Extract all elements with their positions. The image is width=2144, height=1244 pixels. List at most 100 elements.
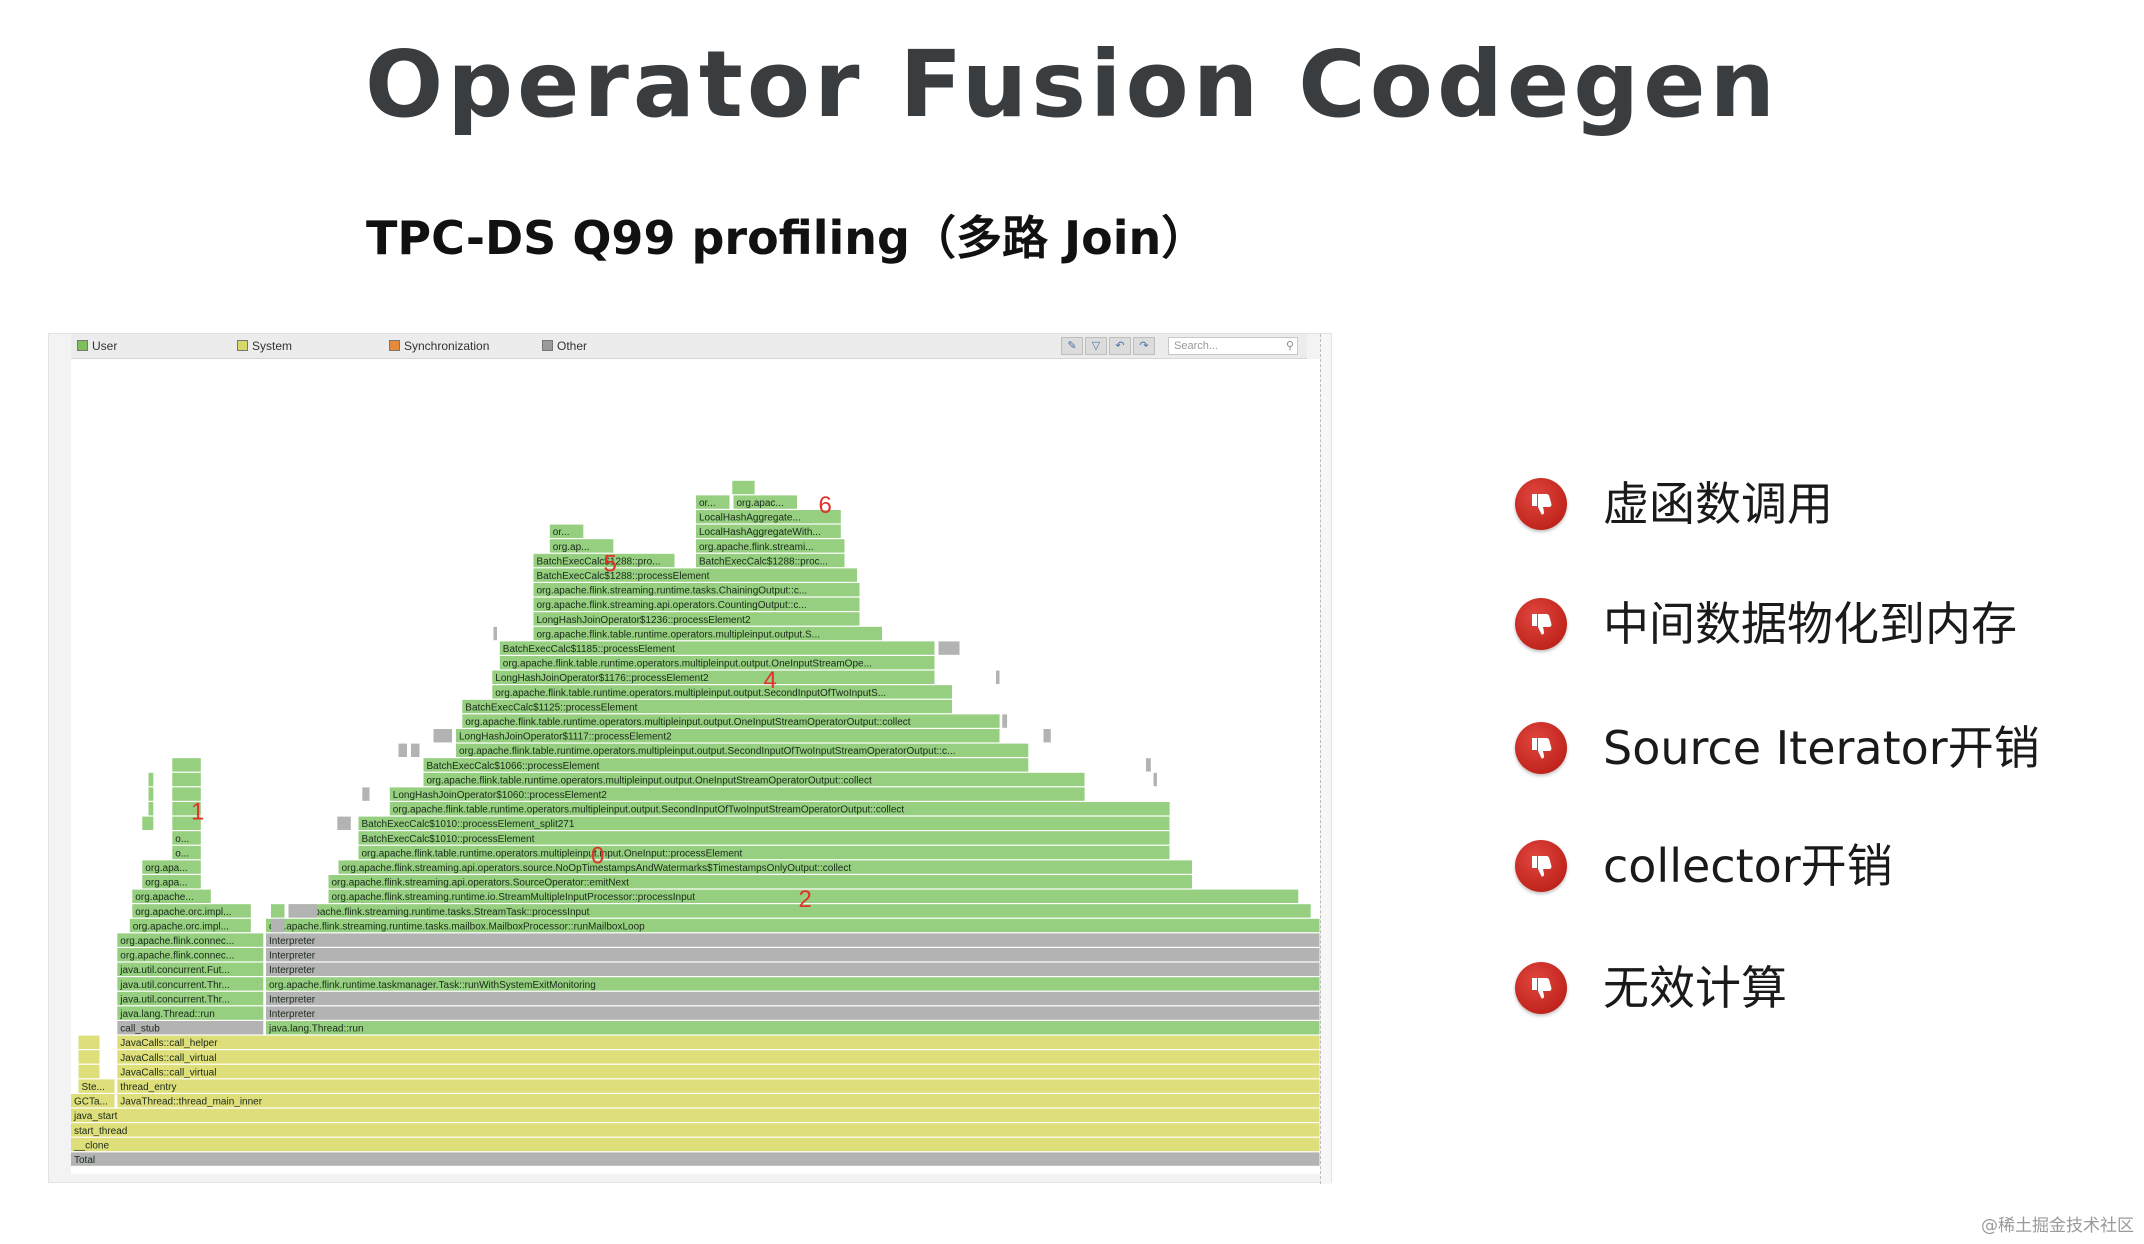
frame-6[interactable]: Ste... — [78, 1079, 115, 1093]
frame-bar[interactable] — [462, 714, 1000, 728]
frame-33[interactable]: org.apache.flink.streaming.runtime.io.St… — [328, 889, 1299, 904]
frame-extra-6[interactable] — [411, 743, 420, 757]
frame-bar[interactable] — [266, 918, 1320, 933]
frame-bar[interactable] — [71, 1123, 1320, 1137]
frame-10[interactable] — [78, 1050, 100, 1064]
frame-bar[interactable] — [499, 656, 935, 670]
frame-bar[interactable] — [433, 729, 453, 743]
frame-24[interactable]: org.apache.flink.connec... — [117, 948, 264, 962]
frame-bar[interactable] — [492, 670, 935, 684]
frame-bar[interactable] — [328, 875, 1193, 889]
frame-31[interactable]: org.apache.flink.streaming.runtime.tasks… — [288, 904, 1311, 918]
frame-bar[interactable] — [1146, 758, 1151, 772]
frame-12[interactable] — [78, 1035, 100, 1049]
frame-bar[interactable] — [117, 948, 264, 962]
flame-graph[interactable]: Total __clone start_thread java_start GCTa..… — [71, 359, 1321, 1174]
frame-59[interactable]: BatchExecCalc$1125::processElement — [462, 699, 952, 714]
frame-35[interactable]: org.apache.flink.streaming.api.operators… — [328, 875, 1193, 889]
frame-bar[interactable] — [142, 816, 154, 830]
frame-bar[interactable] — [71, 1094, 115, 1108]
frame-15[interactable]: java.lang.Thread::run — [266, 1021, 1320, 1035]
frame-extra-4[interactable] — [337, 816, 351, 830]
search-input[interactable]: Search... ⚲ — [1168, 337, 1298, 355]
reset-zoom-icon[interactable]: ↷ — [1133, 337, 1155, 355]
frame-50[interactable]: LongHashJoinOperator$1060::processElemen… — [389, 787, 1085, 801]
frame-bar[interactable] — [696, 510, 841, 524]
frame-bar[interactable] — [358, 831, 1170, 845]
flame-graph-canvas[interactable]: Total __clone start_thread java_start GCTa..… — [71, 359, 1321, 1174]
frame-bar[interactable] — [172, 831, 201, 845]
frame-69[interactable]: BatchExecCalc$1288::pro... — [533, 553, 675, 568]
frame-extra-1[interactable] — [271, 904, 285, 918]
frame-53[interactable]: org.apache.flink.table.runtime.operators… — [423, 772, 1085, 787]
frame-bar[interactable] — [172, 802, 201, 816]
frame-bar[interactable] — [389, 802, 1170, 816]
frame-bar[interactable] — [117, 1006, 264, 1020]
frame-38[interactable]: o... — [172, 845, 201, 860]
frame-29[interactable]: org.apache.flink.streaming.runtime.tasks… — [266, 918, 1320, 933]
frame-61[interactable]: LongHashJoinOperator$1176::processElemen… — [492, 670, 935, 685]
frame-bar[interactable] — [492, 685, 952, 699]
frame-65[interactable]: LongHashJoinOperator$1236::processElemen… — [533, 612, 860, 626]
frame-bar[interactable] — [499, 641, 935, 655]
frame-bar[interactable] — [71, 1108, 1320, 1122]
frame-bar[interactable] — [533, 553, 675, 568]
frame-28[interactable]: org.apache.orc.impl... — [129, 918, 251, 933]
frame-62[interactable]: org.apache.flink.table.runtime.operators… — [499, 656, 935, 670]
frame-bar[interactable] — [456, 729, 1000, 743]
frame-54[interactable] — [172, 758, 201, 772]
frame-bar[interactable] — [533, 626, 883, 641]
frame-30[interactable]: org.apache.orc.impl... — [132, 904, 251, 918]
frame-bar[interactable] — [117, 1050, 1320, 1064]
frame-bar[interactable] — [266, 962, 1320, 976]
frame-extra-11[interactable] — [938, 641, 960, 655]
frame-27[interactable]: Interpreter — [266, 933, 1320, 947]
frame-bar[interactable] — [271, 904, 285, 918]
frame-bar[interactable] — [117, 1035, 1320, 1049]
frame-73[interactable]: or... — [549, 524, 584, 539]
frame-bar[interactable] — [1002, 714, 1008, 728]
frame-bar[interactable] — [533, 568, 858, 582]
frame-bar[interactable] — [696, 495, 730, 509]
frame-13[interactable]: JavaCalls::call_helper — [117, 1035, 1320, 1050]
frame-bar[interactable] — [423, 772, 1085, 787]
frame-extra-13[interactable] — [1153, 772, 1158, 787]
frame-bar[interactable] — [71, 1152, 1320, 1166]
frame-bar[interactable] — [271, 918, 285, 933]
frame-bar[interactable] — [78, 1064, 100, 1079]
frame-bar[interactable] — [266, 1021, 1320, 1035]
frame-bar[interactable] — [129, 918, 251, 933]
frame-bar[interactable] — [148, 787, 154, 801]
back-icon[interactable]: ↶ — [1109, 337, 1131, 355]
frame-bar[interactable] — [696, 524, 841, 538]
frame-25[interactable]: Interpreter — [266, 948, 1320, 962]
frame-extra-12[interactable] — [996, 670, 1000, 684]
frame-51[interactable] — [148, 772, 154, 787]
frame-43[interactable] — [172, 816, 201, 830]
frame-68[interactable]: BatchExecCalc$1288::processElement — [533, 568, 858, 582]
frame-bar[interactable] — [732, 480, 755, 495]
frame-bar[interactable] — [549, 524, 584, 538]
frame-bar[interactable] — [362, 787, 370, 801]
frame-bar[interactable] — [493, 626, 498, 641]
frame-bar[interactable] — [288, 904, 318, 918]
frame-57[interactable]: LongHashJoinOperator$1117::processElemen… — [456, 729, 1000, 743]
frame-bar[interactable] — [78, 1079, 115, 1093]
frame-bar[interactable] — [172, 787, 201, 801]
frame-8[interactable] — [78, 1064, 100, 1079]
frame-3[interactable]: java_start — [71, 1108, 1320, 1123]
frame-2[interactable]: start_thread — [71, 1123, 1320, 1137]
frame-26[interactable]: org.apache.flink.connec... — [117, 933, 264, 947]
frame-bar[interactable] — [358, 845, 1170, 860]
frame-bar[interactable] — [389, 787, 1085, 801]
frame-extra-10[interactable] — [493, 626, 498, 641]
frame-19[interactable]: Interpreter — [266, 991, 1320, 1006]
frame-22[interactable]: java.util.concurrent.Fut... — [117, 962, 264, 977]
highlight-icon[interactable]: ✎ — [1061, 337, 1083, 355]
frame-41[interactable]: BatchExecCalc$1010::processElement — [358, 831, 1170, 845]
frame-bar[interactable] — [456, 743, 1029, 757]
frame-bar[interactable] — [117, 1079, 1320, 1093]
frame-bar[interactable] — [996, 670, 1000, 684]
frame-18[interactable]: java.util.concurrent.Thr... — [117, 991, 264, 1006]
frame-bar[interactable] — [117, 1094, 1320, 1108]
